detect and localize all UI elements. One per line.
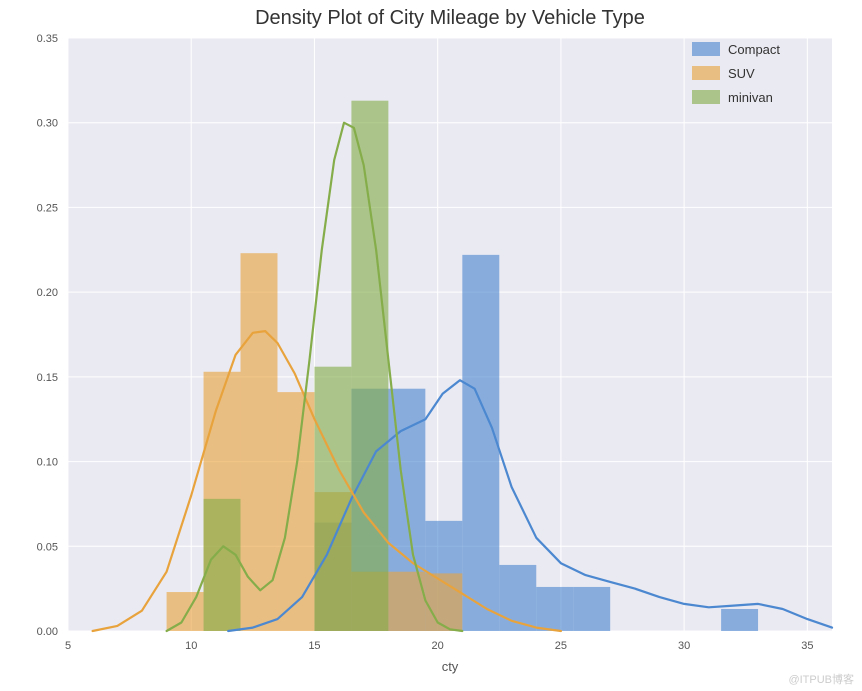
y-tick-label: 0.00 xyxy=(37,626,58,638)
y-tick-label: 0.10 xyxy=(37,457,58,469)
x-tick-label: 35 xyxy=(801,640,813,652)
x-tick-label: 10 xyxy=(185,640,197,652)
x-axis-label: cty xyxy=(442,659,459,674)
histogram-bar xyxy=(499,565,536,631)
legend-label: SUV xyxy=(728,66,755,81)
y-tick-label: 0.35 xyxy=(37,33,58,45)
chart-container: 5 10 15 20 25 30 35 0.00 0.05 0.10 0.15 0.20 0.25 0.3… xyxy=(0,0,862,691)
histogram-bar xyxy=(351,101,388,631)
histogram-bar xyxy=(167,592,204,631)
watermark: @ITPUB博客 xyxy=(788,672,854,686)
legend-label: minivan xyxy=(728,90,773,105)
x-tick-label: 15 xyxy=(308,640,320,652)
y-tick-label: 0.25 xyxy=(37,202,58,214)
histogram-bar xyxy=(462,255,499,631)
legend-swatch xyxy=(692,42,720,56)
y-tick-label: 0.20 xyxy=(37,287,58,299)
legend-swatch xyxy=(692,90,720,104)
histogram-bar xyxy=(721,609,758,631)
y-tick-label: 0.05 xyxy=(37,541,58,553)
x-tick-label: 20 xyxy=(432,640,444,652)
x-tick-label: 25 xyxy=(555,640,567,652)
y-tick-label: 0.15 xyxy=(37,372,58,384)
histogram-bar xyxy=(536,587,573,631)
chart-title: Density Plot of City Mileage by Vehicle … xyxy=(255,7,645,29)
histogram-bar xyxy=(314,367,351,631)
legend-label: Compact xyxy=(728,42,780,57)
histogram-bar xyxy=(573,587,610,631)
x-tick-label: 30 xyxy=(678,640,690,652)
legend-swatch xyxy=(692,66,720,80)
histogram-bar xyxy=(277,392,314,631)
x-tick-label: 5 xyxy=(65,640,71,652)
density-chart: 5 10 15 20 25 30 35 0.00 0.05 0.10 0.15 0.20 0.25 0.3… xyxy=(0,0,862,691)
y-tick-label: 0.30 xyxy=(37,118,58,130)
